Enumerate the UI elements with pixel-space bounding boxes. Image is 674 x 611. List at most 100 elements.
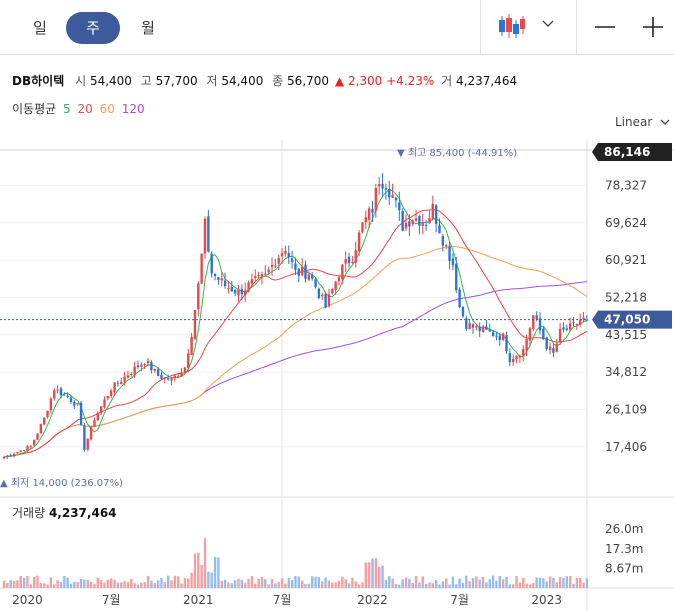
candle-body [193, 310, 197, 339]
candle-body [106, 395, 110, 399]
volume-bar [465, 575, 468, 588]
candle-body [471, 324, 475, 328]
candle-body [585, 319, 589, 321]
candle-body [99, 406, 103, 414]
volume-bar [525, 583, 528, 588]
volume-bar [197, 552, 200, 588]
change-percent: +4.23% [386, 74, 435, 88]
volume-bar [341, 576, 344, 588]
ma5-legend[interactable]: 5 [63, 102, 71, 116]
x-tick-label: 2021 [183, 593, 214, 607]
candle-body [491, 332, 495, 337]
candle-body [123, 376, 126, 382]
candle-body [284, 250, 287, 254]
volume-bar [120, 582, 123, 588]
volume-bar [478, 579, 481, 588]
volume-bar [374, 558, 378, 588]
candle-body [297, 268, 300, 276]
candle-body [120, 381, 123, 385]
volume-tick-label: 8.67m [605, 561, 643, 575]
candle-body [424, 224, 428, 226]
volume-bar [73, 581, 76, 588]
candle-body [113, 382, 116, 392]
volume-bar [384, 579, 388, 588]
candle-body [26, 446, 29, 451]
volume-bar [43, 583, 46, 588]
volume-bar [481, 576, 485, 588]
candle-body [237, 289, 240, 296]
toolbar-divider [576, 0, 577, 54]
y-tick-label: 60,921 [605, 253, 647, 267]
candle-body [451, 258, 455, 266]
volume-bar [334, 582, 337, 588]
volume-bar [357, 584, 361, 588]
volume-bar [344, 579, 347, 588]
y-tick-label: 69,624 [605, 216, 647, 230]
volume-bar [331, 582, 334, 588]
volume-bar [210, 572, 213, 588]
volume-bar [455, 584, 458, 588]
ohlc-info-bar: DB하이텍 시 54,400 고 57,700 저 54,400 종 56,70… [12, 72, 519, 89]
volume-bar [552, 577, 555, 588]
volume-bar [538, 577, 542, 588]
volume-bar [421, 576, 424, 588]
change-arrow-icon: ▲ [334, 74, 345, 88]
ma60-line [3, 245, 588, 458]
volume-bar [32, 577, 36, 588]
ma20-legend[interactable]: 20 [77, 102, 93, 116]
volume-bar [116, 582, 120, 588]
volume-bar [56, 580, 59, 588]
candle-body [110, 390, 113, 396]
volume-bar [327, 580, 331, 588]
volume-bar [230, 583, 233, 588]
volume-bar [106, 579, 110, 588]
volume-bar [166, 575, 170, 588]
volume-tick-label: 17.3m [605, 542, 643, 556]
candle-body [498, 335, 501, 340]
volume-bar [585, 578, 589, 588]
candle-body [257, 275, 260, 277]
volume-bar [63, 575, 66, 588]
candle-body [22, 449, 26, 451]
candle-body [163, 377, 166, 379]
candle-body [79, 402, 83, 425]
volume-bar [284, 583, 287, 588]
volume-bar [434, 579, 438, 588]
candle-body [207, 216, 210, 252]
y-tick-label: 17,406 [605, 440, 647, 454]
high-value: 57,700 [155, 74, 198, 88]
period-month-tab[interactable]: 월 [141, 19, 155, 37]
volume-bar [401, 579, 404, 588]
chevron-down-icon[interactable] [542, 20, 554, 28]
candle-body [535, 315, 538, 320]
candle-body [166, 378, 170, 380]
volume-bar [391, 578, 394, 588]
period-week-tab[interactable]: 주 [66, 12, 120, 44]
volume-bar [254, 583, 257, 588]
candles [2, 173, 589, 460]
candle-body [579, 319, 582, 325]
volume-bar [361, 582, 364, 588]
volume-bar [287, 577, 290, 588]
ma120-legend[interactable]: 120 [121, 102, 145, 116]
ma60-legend[interactable]: 60 [99, 102, 115, 116]
period-day-tab[interactable]: 일 [33, 19, 47, 37]
minus-icon[interactable] [594, 16, 616, 38]
volume-short-value: 4,237,464 [456, 74, 518, 88]
volume-bar [89, 582, 93, 588]
candlestick-icon[interactable] [497, 12, 527, 40]
candle-body [16, 451, 19, 454]
candle-body [501, 333, 505, 340]
volume-bar [153, 582, 156, 588]
candle-body [411, 220, 414, 225]
candle-body [367, 208, 371, 220]
candle-body [528, 328, 532, 341]
volume-bar [518, 582, 522, 588]
volume-bar [555, 582, 558, 588]
candle-body [73, 401, 76, 406]
plus-icon[interactable] [642, 16, 664, 38]
candle-body [572, 321, 575, 323]
volume-bar [29, 584, 32, 588]
scale-selector[interactable]: Linear [615, 115, 670, 129]
